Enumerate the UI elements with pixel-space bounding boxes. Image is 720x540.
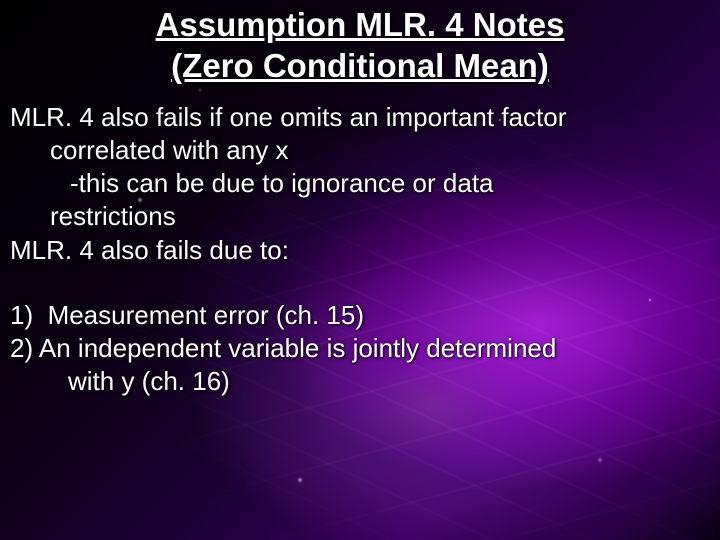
list-item-2: 2) An independent variable is jointly de…: [10, 332, 710, 399]
list-item-2-line1: 2) An independent variable is jointly de…: [10, 332, 710, 365]
list-item-1-text: 1) Measurement error (ch. 15): [10, 299, 710, 332]
p1-line3: -this can be due to ignorance or data: [10, 167, 710, 200]
title-line-2: (Zero Conditional Mean): [171, 47, 549, 84]
list-item-2-line2: with y (ch. 16): [10, 365, 710, 398]
p1-line1: MLR. 4 also fails if one omits an import…: [10, 101, 710, 134]
p1-line4: restrictions: [10, 200, 710, 233]
title-line-1: Assumption MLR. 4 Notes: [156, 6, 565, 43]
slide-title: Assumption MLR. 4 Notes (Zero Conditiona…: [10, 4, 710, 87]
slide-content: Assumption MLR. 4 Notes (Zero Conditiona…: [0, 0, 720, 540]
spacer: [10, 267, 710, 299]
slide-body: MLR. 4 also fails if one omits an import…: [10, 101, 710, 399]
p1-line2: correlated with any x: [10, 134, 710, 167]
paragraph-2: MLR. 4 also fails due to:: [10, 234, 710, 267]
list-item-1: 1) Measurement error (ch. 15): [10, 299, 710, 332]
paragraph-1: MLR. 4 also fails if one omits an import…: [10, 101, 710, 234]
